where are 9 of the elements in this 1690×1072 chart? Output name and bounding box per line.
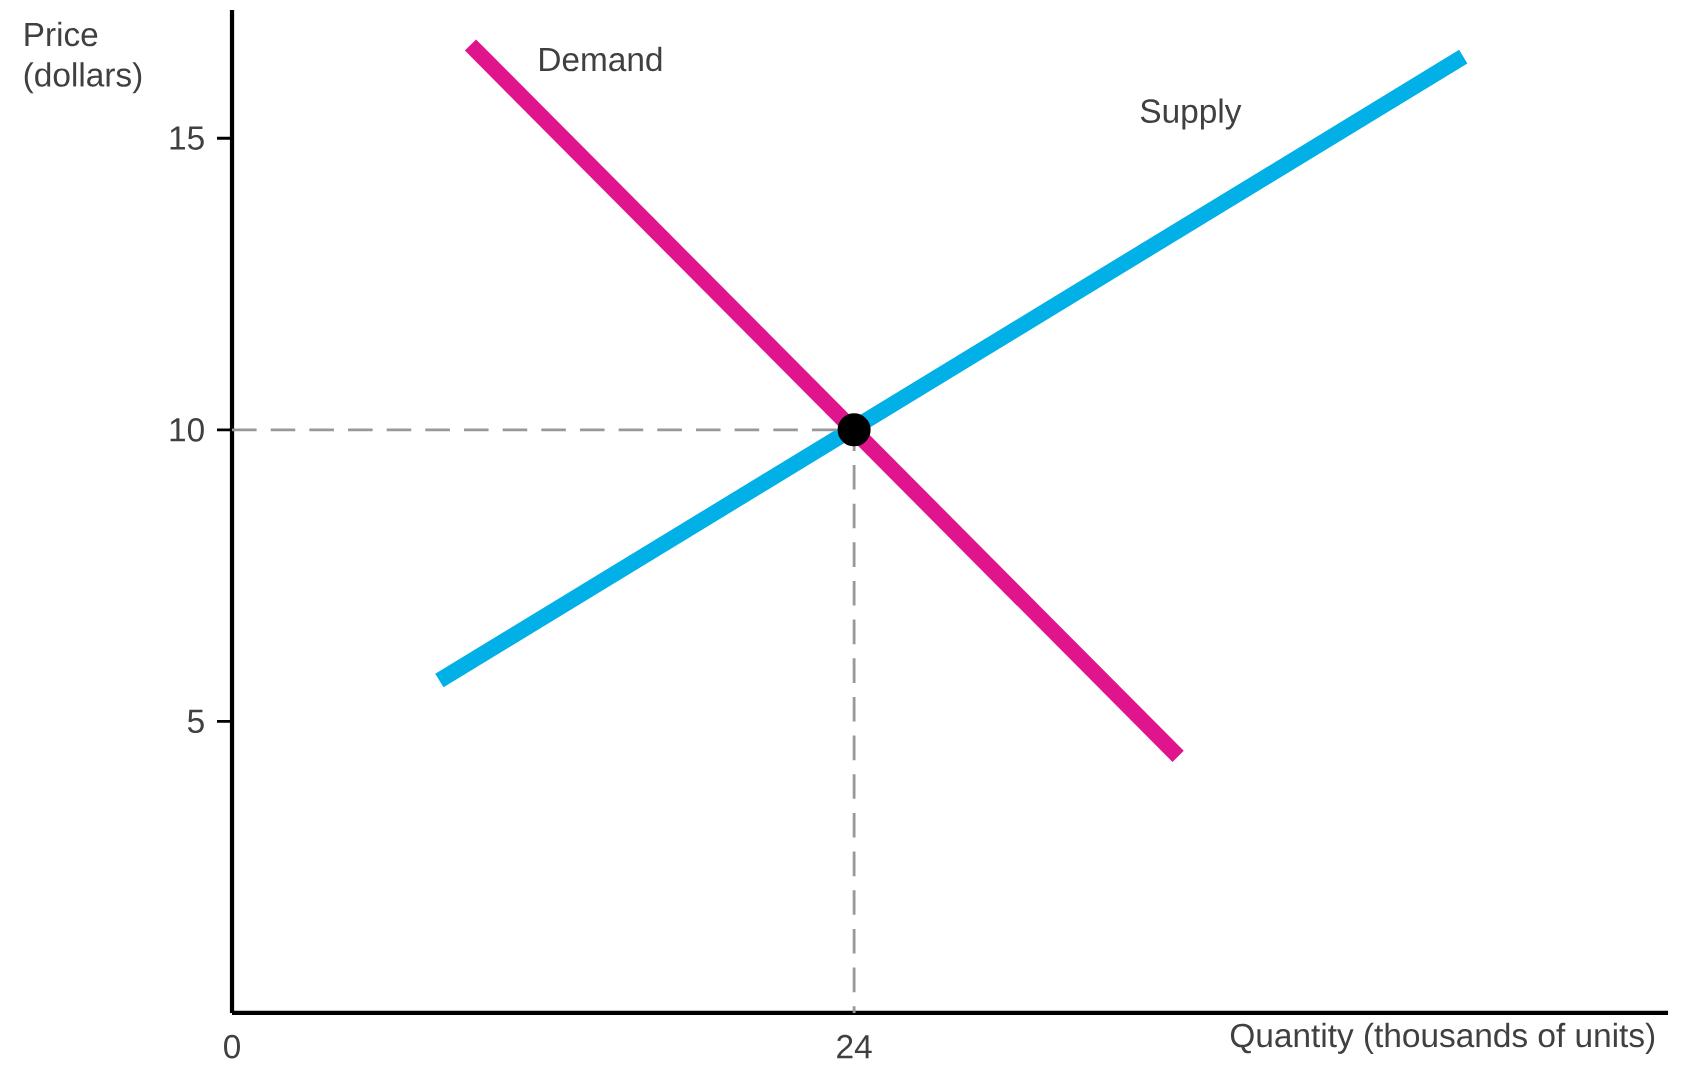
y-tick-label: 10 [170,418,204,442]
series-label: Supply [1140,98,1242,130]
x-axis-title: Quantity (thousands of units) [1230,1022,1655,1054]
y-axis-title: Price (dollars) [24,21,142,94]
x-tick-label: 24 [837,1034,872,1059]
y-tick-label: 15 [170,126,204,150]
x-tick-label: 0 [224,1034,240,1059]
series-label: Demand [540,46,662,72]
y-tick-label: 5 [187,709,204,734]
